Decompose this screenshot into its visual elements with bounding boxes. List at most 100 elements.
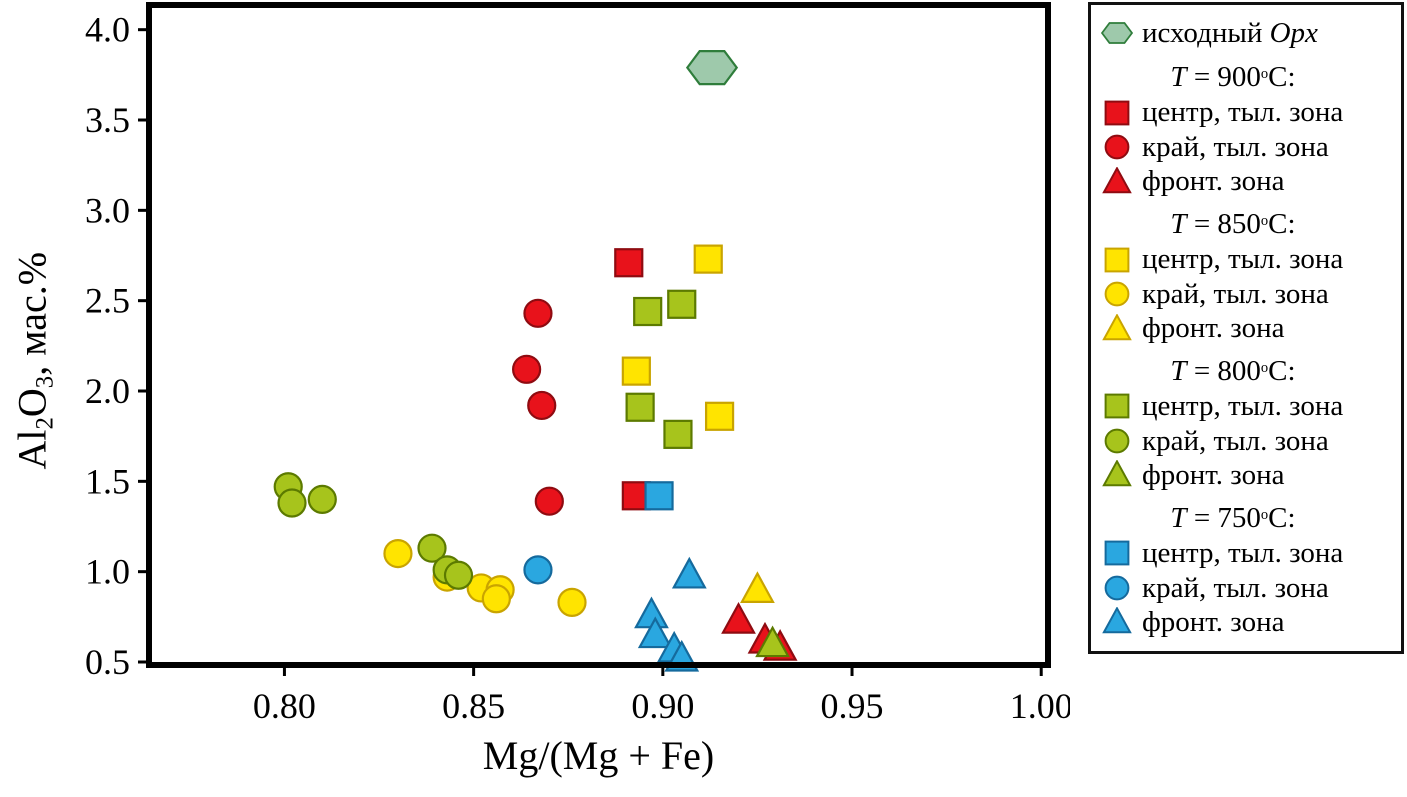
legend: исходный Opx T = 900oC: центр, тыл. зона…	[1088, 2, 1404, 654]
data-point-circle[interactable]	[512, 354, 542, 384]
legend-label: фронт. зона	[1142, 312, 1285, 345]
y-axis-label: Al2O3, мас.%	[9, 251, 59, 470]
square-glyph	[1104, 394, 1130, 419]
data-point-triangle[interactable]	[755, 625, 790, 658]
legend-label: фронт. зона	[1142, 459, 1285, 492]
x-axis-label-text: Mg/(Mg + Fe)	[482, 733, 715, 778]
legend-label: центр, тыл. зона	[1142, 243, 1344, 276]
triangle-glyph	[1102, 460, 1132, 487]
legend-group-title-750: T = 750oC:	[1170, 501, 1296, 534]
legend-item: центр, тыл. зона	[1101, 390, 1395, 422]
triangle-icon	[1101, 166, 1133, 197]
circle-icon	[1101, 132, 1133, 162]
x-tick-label: 0.85	[442, 686, 505, 726]
legend-label: исходный Opx	[1142, 16, 1318, 49]
data-point-circle[interactable]	[481, 584, 511, 614]
legend-item: край, тыл. зона	[1101, 131, 1395, 163]
data-point-triangle[interactable]	[740, 571, 775, 603]
legend-label: край, тыл. зона	[1142, 571, 1329, 604]
legend-group-title-850: T = 850oC:	[1170, 207, 1296, 240]
data-point-triangle[interactable]	[671, 556, 707, 589]
legend-label: центр, тыл. зона	[1142, 537, 1344, 570]
triangle-glyph	[1102, 313, 1132, 340]
x-tick-label: 0.95	[821, 686, 884, 726]
legend-item: центр, тыл. зона	[1101, 96, 1395, 128]
triangle-glyph	[1102, 166, 1132, 193]
legend-item: фронт. зона	[1101, 459, 1395, 491]
x-axis-label: Mg/(Mg + Fe)	[152, 732, 1045, 779]
data-point-square[interactable]	[614, 248, 644, 278]
circle-glyph	[1104, 134, 1130, 160]
legend-item: фронт. зона	[1101, 606, 1395, 638]
legend-label: край, тыл. зона	[1142, 277, 1329, 310]
data-point-circle[interactable]	[383, 539, 413, 569]
data-point-circle[interactable]	[523, 298, 553, 328]
y-tick-label: 1.0	[85, 552, 130, 592]
legend-item-source-opx: исходный Opx	[1101, 15, 1395, 51]
square-icon	[1101, 98, 1133, 128]
legend-item: фронт. зона	[1101, 312, 1395, 344]
circle-glyph	[1104, 281, 1130, 307]
circle-icon	[1101, 573, 1133, 603]
data-point-circle[interactable]	[277, 488, 307, 518]
data-point-circle[interactable]	[307, 484, 337, 515]
y-tick-label: 3.5	[85, 100, 130, 140]
data-point-circle[interactable]	[417, 533, 447, 563]
legend-label: фронт. зона	[1142, 165, 1285, 198]
y-tick-label: 3.0	[85, 190, 130, 230]
hexagon-glyph	[1101, 22, 1133, 44]
square-glyph	[1104, 540, 1130, 566]
x-tick-label: 0.90	[631, 686, 694, 726]
legend-item: центр, тыл. зона	[1101, 243, 1395, 275]
data-point-circle[interactable]	[557, 587, 587, 617]
data-point-square[interactable]	[633, 296, 663, 327]
hexagon-icon	[1101, 15, 1133, 51]
data-point-square[interactable]	[667, 289, 697, 319]
circle-icon	[1101, 279, 1133, 309]
triangle-icon	[1101, 313, 1133, 344]
plot-border	[146, 2, 1051, 668]
data-point-square[interactable]	[693, 244, 723, 274]
legend-item: фронт. зона	[1101, 165, 1395, 197]
data-point-square[interactable]	[621, 356, 651, 386]
triangle-glyph	[1102, 607, 1132, 634]
y-tick-label: 0.5	[85, 642, 130, 682]
legend-label: край, тыл. зона	[1142, 424, 1329, 457]
legend-item: край, тыл. зона	[1101, 278, 1395, 310]
data-point-circle[interactable]	[443, 560, 474, 590]
legend-item: край, тыл. зона	[1101, 425, 1395, 457]
data-point-triangle[interactable]	[637, 616, 673, 649]
data-point-square[interactable]	[663, 419, 693, 449]
legend-item: центр, тыл. зона	[1101, 537, 1395, 569]
data-point-square[interactable]	[625, 392, 655, 422]
legend-group-title-900: T = 900oC:	[1170, 61, 1296, 93]
legend-label: центр, тыл. зона	[1142, 390, 1344, 423]
data-point-square[interactable]	[644, 481, 674, 511]
triangle-icon	[1101, 607, 1133, 637]
data-point-triangle[interactable]	[634, 596, 669, 629]
circle-glyph	[1104, 575, 1130, 601]
square-glyph	[1104, 247, 1130, 272]
data-point-triangle[interactable]	[721, 601, 756, 634]
triangle-icon	[1101, 460, 1133, 490]
data-point-square[interactable]	[704, 401, 735, 431]
data-point-circle[interactable]	[523, 555, 553, 585]
square-icon	[1101, 391, 1133, 421]
data-point-circle[interactable]	[534, 486, 564, 516]
y-tick-label: 2.0	[85, 371, 130, 411]
legend-item: край, тыл. зона	[1101, 572, 1395, 604]
scatter-plot: 0.80 0.85 0.90 0.95 1.00 0.5 1.0 1.5 2.0 2.5 3.0 3.…	[85, 2, 1070, 726]
legend-label: фронт. зона	[1142, 606, 1285, 639]
x-tick-label: 1.00	[1010, 686, 1070, 726]
y-tick-label: 1.5	[85, 461, 130, 501]
y-tick-label: 4.0	[85, 10, 130, 50]
circle-glyph	[1104, 428, 1130, 454]
legend-label: край, тыл. зона	[1142, 130, 1329, 163]
data-point-hexagon[interactable]	[685, 49, 739, 86]
data-point-circle[interactable]	[527, 390, 557, 421]
legend-label: центр, тыл. зона	[1142, 96, 1344, 129]
y-tick-label: 2.5	[85, 281, 130, 321]
square-icon	[1101, 538, 1133, 568]
square-icon	[1101, 245, 1133, 275]
